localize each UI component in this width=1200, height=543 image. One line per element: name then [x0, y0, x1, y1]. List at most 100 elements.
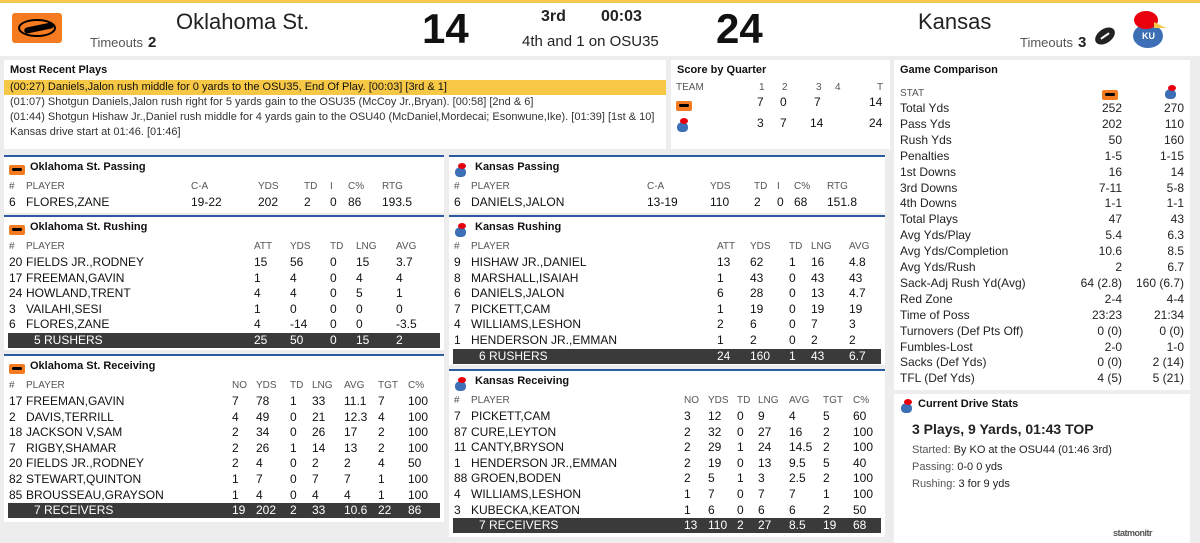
play-item[interactable]: (00:27) Daniels,Jalon rush middle for 0 …	[4, 80, 666, 95]
stat-cell: 6	[789, 502, 796, 517]
ku-rushing-title: Kansas Rushing	[475, 221, 562, 233]
player-name[interactable]: GROEN,BODEN	[471, 471, 562, 486]
col-header: LNG	[312, 380, 333, 391]
recent-plays-panel: Most Recent Plays (00:27) Daniels,Jalon …	[4, 60, 666, 149]
stat-cell: 7	[758, 487, 765, 501]
stat-cell: 7	[378, 394, 385, 408]
total-row: 7 RECEIVERS 19 202 2 33 10.6 22 86	[8, 503, 440, 519]
stat-cell: 0	[789, 270, 796, 285]
col-header: AVG	[789, 395, 810, 406]
player-name[interactable]: HENDERSON JR.,EMMAN	[471, 333, 618, 347]
stat-cell: 1	[717, 270, 724, 285]
stat-cell: 3.7	[396, 255, 413, 269]
player-name[interactable]: FIELDS JR.,RODNEY	[26, 456, 145, 471]
player-name[interactable]: PICKETT,CAM	[471, 301, 551, 316]
player-name[interactable]: DANIELS,JALON	[471, 286, 565, 301]
col-header: #	[454, 241, 460, 252]
player-name[interactable]: WILLIAMS,LESHON	[471, 317, 582, 332]
player-name[interactable]: STEWART,QUINTON	[26, 472, 142, 486]
player-name[interactable]: RIGBY,SHAMAR	[26, 440, 117, 455]
player-name[interactable]: DANIELS,JALON	[471, 195, 565, 209]
player-name[interactable]: HISHAW JR.,DANIEL	[471, 255, 587, 269]
stat-cell: 19	[708, 455, 722, 470]
ku-value: 6.7	[1167, 260, 1184, 274]
player-name[interactable]: KUBECKA,KEATON	[471, 502, 580, 517]
ku-logo-icon	[454, 375, 468, 393]
stat-name: Avg Yds/Play	[900, 228, 971, 243]
stat-cell: 14	[312, 440, 326, 455]
col-stat: STAT	[900, 88, 925, 99]
comparison-row: Pass Yds 202 110	[900, 117, 1184, 133]
stat-cell: 6	[717, 286, 724, 301]
player-name[interactable]: FIELDS JR.,RODNEY	[26, 255, 145, 269]
stat-cell: 1	[454, 333, 461, 347]
player-name[interactable]: HENDERSON JR.,EMMAN	[471, 455, 618, 470]
game-comparison-title: Game Comparison	[900, 64, 998, 76]
stat-cell: 8	[454, 270, 461, 285]
player-name[interactable]: PICKETT,CAM	[471, 409, 551, 423]
stat-cell: 4	[378, 456, 385, 471]
stat-cell: 1	[254, 301, 261, 316]
play-item[interactable]: (01:44) Shotgun Hishaw Jr.,Daniel rush m…	[10, 111, 655, 123]
stat-cell: 1	[232, 487, 239, 502]
stat-cell: 2	[684, 471, 691, 486]
comparison-row: Total Plays 47 43	[900, 212, 1184, 228]
stat-cell: 0	[290, 472, 297, 486]
total-cell: 110	[708, 518, 728, 533]
col-header: YDS	[258, 181, 279, 192]
total-cell: 24	[717, 348, 731, 363]
stat-cell: 0	[290, 301, 297, 316]
total-cell: 19	[823, 518, 837, 533]
player-name[interactable]: MARSHALL,ISAIAH	[471, 270, 579, 285]
ku-value: 1-0	[1166, 339, 1184, 354]
col-header: YDS	[708, 395, 729, 406]
osu-value: 4 (5)	[1097, 371, 1122, 386]
stat-cell: 2	[344, 456, 351, 471]
osu-value: 1-5	[1104, 148, 1122, 163]
stat-cell: 2	[232, 440, 239, 455]
player-name[interactable]: CANTY,BRYSON	[471, 440, 564, 455]
stat-cell: 86	[348, 195, 362, 209]
total-cell: 0	[330, 333, 337, 347]
player-name[interactable]: HOWLAND,TRENT	[26, 286, 131, 301]
stat-cell: 7	[789, 487, 796, 501]
stat-cell: 3	[758, 471, 765, 486]
drive-rushing: Rushing: 3 for 9 yds	[912, 478, 1010, 490]
osu-logo-icon	[9, 161, 25, 179]
col-header: C%	[408, 380, 425, 391]
osu-value: 7-11	[1098, 180, 1122, 195]
player-name[interactable]: FLORES,ZANE	[26, 195, 110, 209]
stat-cell: 7	[454, 409, 461, 423]
play-item[interactable]: Kansas drive start at 01:46. [01:46]	[10, 126, 181, 138]
player-name[interactable]: FREEMAN,GAVIN	[26, 270, 125, 285]
player-name[interactable]: VAILAHI,SESI	[26, 301, 102, 316]
stat-name: Rush Yds	[900, 132, 952, 147]
col-header: NO	[684, 395, 699, 406]
col-header: PLAYER	[471, 241, 510, 252]
player-name[interactable]: FREEMAN,GAVIN	[26, 394, 125, 408]
stat-cell: 7	[344, 472, 351, 486]
stat-cell: 17	[9, 394, 23, 408]
stat-cell: 24	[9, 286, 23, 301]
col-q1: 1	[759, 82, 765, 93]
player-name[interactable]: WILLIAMS,LESHON	[471, 487, 582, 501]
svg-text:KU: KU	[1142, 31, 1155, 41]
stat-cell: 2	[717, 317, 724, 332]
player-name[interactable]: BROUSSEAU,GRAYSON	[26, 487, 164, 502]
player-name[interactable]: FLORES,ZANE	[26, 317, 110, 332]
osu-value: 252	[1101, 101, 1122, 115]
total-cell: 27	[758, 518, 772, 533]
player-name[interactable]: CURE,LEYTON	[471, 424, 557, 439]
osu-value: 2-4	[1104, 291, 1122, 306]
player-name[interactable]: JACKSON V,SAM	[26, 425, 123, 440]
comparison-row: Penalties 1-5 1-15	[900, 149, 1184, 165]
stat-cell: 7	[454, 301, 461, 316]
stat-cell: 43	[811, 270, 825, 285]
col-header: #	[454, 181, 460, 192]
stat-cell: 85	[9, 487, 23, 502]
current-drive-panel: Current Drive Stats 3 Plays, 9 Yards, 01…	[894, 394, 1190, 543]
play-item[interactable]: (01:07) Shotgun Daniels,Jalon rush right…	[10, 96, 534, 108]
ku-value: 1-1	[1166, 196, 1184, 211]
stat-cell: 6	[9, 317, 16, 332]
player-name[interactable]: DAVIS,TERRILL	[26, 409, 114, 424]
